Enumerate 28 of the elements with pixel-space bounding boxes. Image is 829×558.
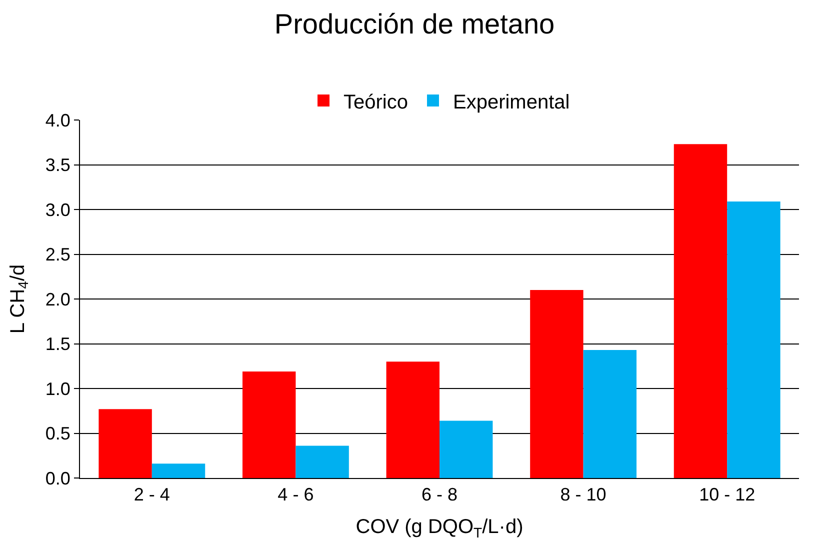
y-tick-label: 2.5: [45, 244, 70, 265]
bar: [296, 446, 349, 478]
x-tick-label: 8 - 10: [560, 484, 606, 505]
legend-label: Experimental: [452, 91, 570, 114]
x-tick-label: 10 - 12: [699, 484, 756, 505]
legend-label: Teórico: [344, 91, 408, 114]
bar: [386, 362, 440, 478]
chart-title: Producción de metano: [274, 8, 555, 40]
bar: [242, 372, 296, 478]
y-tick-label: 0.5: [45, 424, 70, 444]
bar: [152, 464, 206, 478]
y-tick-label: 4.0: [45, 110, 70, 130]
bar: [727, 201, 780, 478]
y-tick-label: 2.0: [45, 289, 70, 310]
x-tick-label: 4 - 6: [278, 484, 314, 505]
y-tick-label: 1.5: [45, 334, 70, 354]
y-tick-label: 1.0: [45, 378, 70, 399]
bar: [440, 420, 493, 478]
bar: [530, 290, 584, 478]
x-tick-label: 6 - 8: [421, 484, 458, 505]
x-tick-label: 2 - 4: [134, 484, 170, 505]
bar: [98, 409, 152, 478]
x-axis-title: COV (g DQO$_{T}$/L·d): [356, 516, 524, 540]
y-tick-label: 0.0: [45, 468, 70, 488]
y-tick-label: 3.0: [45, 200, 70, 220]
y-tick-label: 3.5: [45, 155, 70, 176]
bar: [583, 350, 637, 478]
bar: [674, 144, 728, 478]
